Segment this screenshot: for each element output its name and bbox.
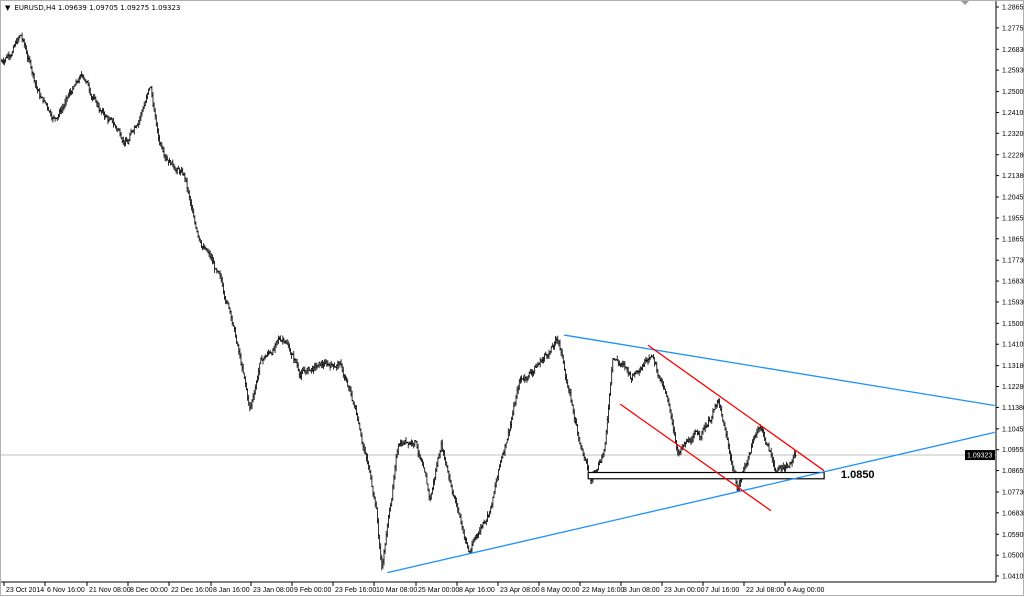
chart-title: ▼ EURUSD,H4 1.09639 1.09705 1.09275 1.093… xyxy=(5,4,180,12)
y-tick-label: 1.25005 xyxy=(1002,89,1024,96)
ohlc-bar xyxy=(253,389,256,400)
y-tick-label: 1.04105 xyxy=(1002,574,1024,581)
y-tick-label: 1.06830 xyxy=(1002,510,1024,517)
x-tick-label: 6 Nov 16:00 xyxy=(47,587,85,594)
x-tick-label: 21 Nov 08:00 xyxy=(89,587,131,594)
x-tick-label: 8 Jun 08:00 xyxy=(623,587,660,594)
y-tick-label: 1.11380 xyxy=(1002,405,1024,412)
x-tick-label: 23 Jan 08:00 xyxy=(253,587,294,594)
ohlc-bar xyxy=(197,230,200,238)
symbol-ohlc-line: EURUSD,H4 1.09639 1.09705 1.09275 1.0932… xyxy=(14,4,181,12)
y-tick-label: 1.09555 xyxy=(1002,447,1024,454)
x-tick-label: 8 Apr 16:00 xyxy=(459,587,495,594)
y-tick-label: 1.26830 xyxy=(1002,47,1024,54)
x-tick-label: 8 May 00:00 xyxy=(541,587,580,594)
y-tick-label: 1.18655 xyxy=(1002,236,1024,243)
ohlc-bar xyxy=(192,208,195,218)
y-tick-label: 1.07730 xyxy=(1002,489,1024,496)
ohlc-bar xyxy=(178,167,181,175)
x-tick-label: 23 Feb 16:00 xyxy=(335,587,376,594)
y-tick-label: 1.08655 xyxy=(1002,468,1024,475)
y-tick-label: 1.15005 xyxy=(1002,321,1024,328)
y-tick-label: 1.19555 xyxy=(1002,215,1024,222)
ohlc-bar xyxy=(231,315,234,326)
ohlc-bar xyxy=(100,110,103,115)
y-tick-label: 1.22280 xyxy=(1002,152,1024,159)
ohlc-bar xyxy=(183,172,186,182)
trendline-blue-upper xyxy=(564,334,995,407)
y-tick-label: 1.05005 xyxy=(1002,553,1024,560)
y-tick-label: 1.25930 xyxy=(1002,68,1024,75)
y-tick-label: 1.24105 xyxy=(1002,110,1024,117)
ohlc-bar xyxy=(220,273,223,283)
y-tick-label: 1.13180 xyxy=(1002,363,1024,370)
current-price-badge xyxy=(965,450,995,461)
price-bars xyxy=(1,32,797,571)
ohlc-bar xyxy=(224,296,227,304)
ohlc-bar xyxy=(189,195,192,207)
trendline-red-lower xyxy=(619,403,772,512)
y-tick-label: 1.17730 xyxy=(1002,258,1024,265)
x-tick-label: 9 Feb 00:00 xyxy=(294,587,331,594)
y-tick-label: 1.14105 xyxy=(1002,342,1024,349)
trendline-red-upper xyxy=(647,344,825,472)
ohlc-bar xyxy=(154,107,157,120)
ohlc-bar xyxy=(247,394,250,406)
x-tick-label: 7 Jul 16:00 xyxy=(705,587,739,594)
ohlc-bar xyxy=(244,376,247,388)
ohlc-bar xyxy=(611,357,614,373)
ohlc-bar xyxy=(150,85,153,98)
level-annotation: 1.0850 xyxy=(841,469,875,481)
scroll-marker-icon xyxy=(961,1,969,5)
y-tick-label: 1.16830 xyxy=(1002,279,1024,286)
x-tick-label: 22 Jul 08:00 xyxy=(746,587,784,594)
x-tick-label: 22 Dec 16:00 xyxy=(171,587,213,594)
y-tick-label: 1.12280 xyxy=(1002,384,1024,391)
ohlc-bar xyxy=(242,363,245,374)
ohlc-bar xyxy=(148,87,151,91)
y-tick-label: 1.27755 xyxy=(1002,25,1024,32)
x-tick-label: 10 Mar 08:00 xyxy=(376,587,417,594)
triangle-down-icon[interactable]: ▼ xyxy=(5,4,11,12)
x-tick-label: 23 Jun 00:00 xyxy=(664,587,705,594)
support-zone-rectangle xyxy=(587,471,825,480)
current-price-label: 1.09323 xyxy=(967,453,992,460)
ohlc-bar xyxy=(187,187,190,194)
x-tick-label: 22 May 16:00 xyxy=(582,587,625,594)
y-tick-label: 1.21380 xyxy=(1002,173,1024,180)
x-tick-label: 23 Apr 08:00 xyxy=(500,587,540,594)
ohlc-bar xyxy=(794,451,797,458)
ohlc-bar xyxy=(132,129,135,133)
y-tick-label: 1.23205 xyxy=(1002,131,1024,138)
y-tick-label: 1.15930 xyxy=(1002,299,1024,306)
x-tick-label: 8 Dec 00:00 xyxy=(130,587,168,594)
y-tick-label: 1.20455 xyxy=(1002,195,1024,202)
ohlc-bar xyxy=(165,154,168,162)
y-tick-label: 1.28655 xyxy=(1002,5,1024,12)
x-tick-label: 6 Aug 00:00 xyxy=(787,587,824,594)
x-tick-label: 8 Jan 16:00 xyxy=(213,587,250,594)
ohlc-bar xyxy=(12,45,15,54)
y-tick-label: 1.10455 xyxy=(1002,426,1024,433)
y-tick-label: 1.05905 xyxy=(1002,532,1024,539)
x-tick-label: 25 Mar 00:00 xyxy=(418,587,459,594)
trendline-blue-lower xyxy=(387,431,995,574)
ohlc-bar xyxy=(209,250,212,260)
x-tick-label: 23 Oct 2014 xyxy=(6,587,44,594)
